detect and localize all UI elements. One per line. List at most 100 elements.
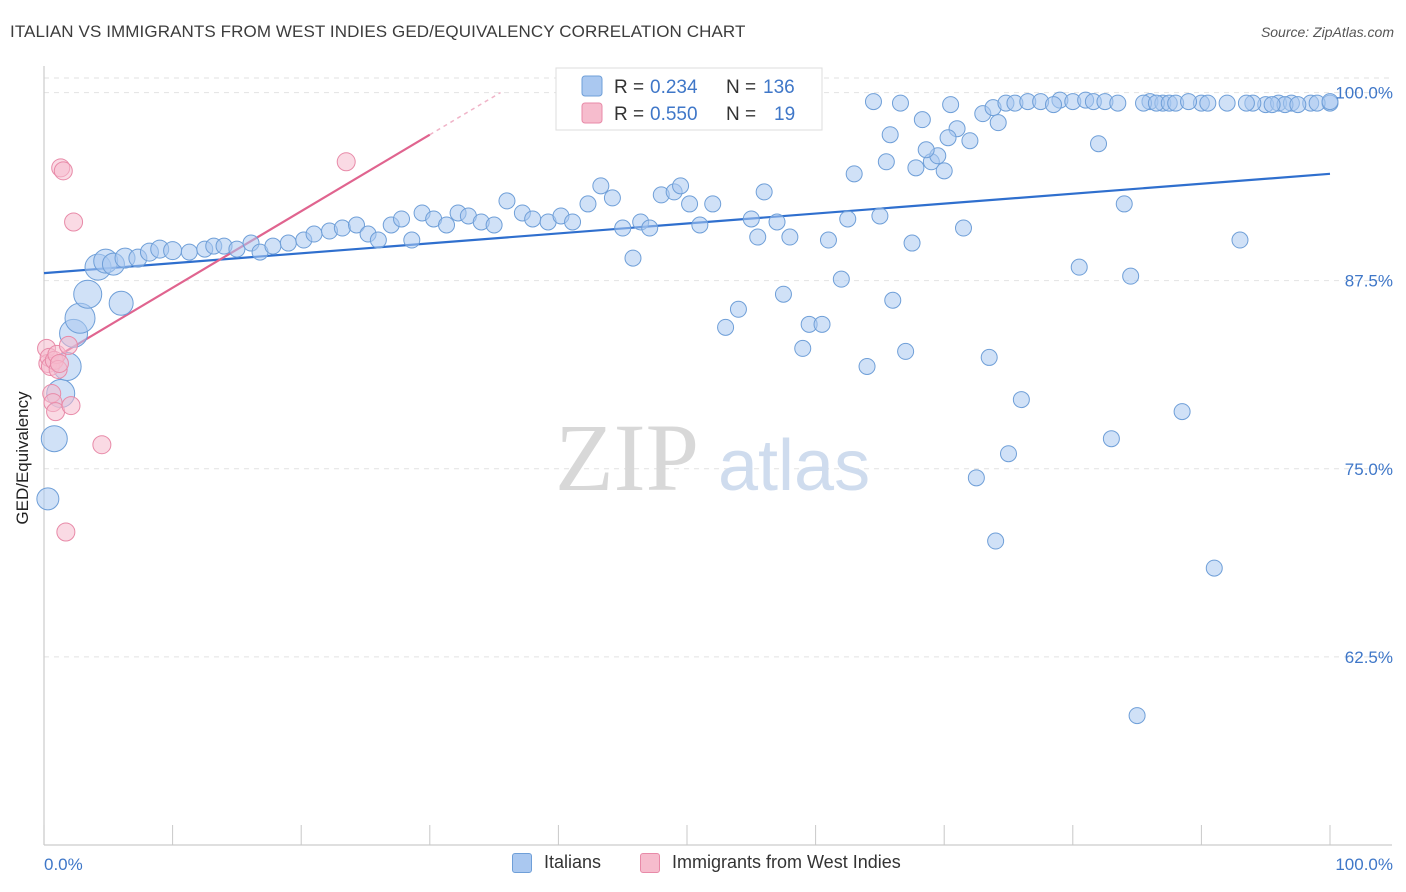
italians-point: [592, 177, 610, 195]
italians-point: [228, 240, 246, 258]
watermark-zip: ZIP: [555, 404, 699, 511]
italians-point: [774, 285, 792, 303]
legend-item-italians[interactable]: Italians: [512, 852, 601, 873]
west-indies-swatch: [640, 852, 660, 873]
west-indies-point: [56, 522, 76, 542]
watermark: ZIP atlas: [555, 404, 870, 511]
italians-point: [813, 315, 831, 333]
italians-point: [1045, 96, 1063, 114]
italians-point: [881, 126, 899, 144]
italians-point: [1070, 258, 1088, 276]
legend-n-label-2: N =: [726, 104, 756, 125]
italians-point: [819, 231, 837, 249]
legend-label-italians: Italians: [544, 852, 602, 872]
west-indies-point: [49, 353, 69, 373]
legend-r-label-2: R =: [614, 104, 644, 125]
italians-point: [40, 425, 68, 453]
italians-point: [961, 132, 979, 150]
legend-r-label-1: R =: [614, 77, 644, 98]
west-indies-point: [92, 435, 112, 455]
y-tick-label: 75.0%: [1345, 460, 1393, 479]
italians-point: [485, 216, 503, 234]
legend-n-value-2: 19: [774, 104, 795, 125]
italians-point: [1231, 231, 1249, 249]
italians-point: [264, 237, 282, 255]
italians-point: [942, 96, 960, 114]
italians-point: [980, 348, 998, 366]
italians-point: [180, 243, 198, 261]
west-indies-point: [53, 161, 73, 181]
italians-point: [1012, 391, 1030, 409]
italians-point: [369, 231, 387, 249]
west-indies-point: [58, 335, 78, 355]
legend-label-west-indies: Immigrants from West Indies: [672, 852, 901, 872]
legend-n-label-1: N =: [726, 77, 756, 98]
italians-point: [913, 111, 931, 129]
italians-point: [1128, 707, 1146, 725]
italians-point: [794, 339, 812, 357]
italians-point: [858, 357, 876, 375]
italians-point: [1321, 93, 1339, 111]
italians-point: [1289, 96, 1307, 114]
italians-point: [498, 192, 516, 210]
west-indies-trend-extension: [429, 91, 501, 136]
italians-point: [832, 270, 850, 288]
y-axis-label: GED/Equivalency: [13, 391, 32, 525]
italians-point: [768, 213, 786, 231]
chart-title: ITALIAN VS IMMIGRANTS FROM WEST INDIES G…: [10, 22, 746, 41]
italians-point: [603, 189, 621, 207]
italians-point: [903, 234, 921, 252]
x-tick-label: 100.0%: [1335, 855, 1393, 874]
legend-swatch-italians: [581, 75, 603, 97]
italians-point: [672, 177, 690, 195]
italians-point: [1237, 94, 1255, 112]
y-tick-label: 87.5%: [1345, 272, 1393, 291]
italians-point: [524, 210, 542, 228]
italians-point: [954, 219, 972, 237]
italians-point: [681, 195, 699, 213]
italians-point: [755, 183, 773, 201]
italians-point: [691, 216, 709, 234]
italians-swatch: [512, 852, 532, 873]
italians-point: [1205, 559, 1223, 577]
x-tick-label: 0.0%: [44, 855, 83, 874]
legend-n-value-1: 136: [763, 77, 795, 98]
west-indies-point: [64, 212, 84, 232]
italians-point: [1263, 96, 1281, 114]
italians-point: [987, 532, 1005, 550]
italians-point: [305, 225, 323, 243]
italians-point: [163, 241, 183, 261]
italians-point: [935, 162, 953, 180]
italians-point: [393, 210, 411, 228]
italians-point: [1180, 93, 1198, 111]
italians-point: [624, 249, 642, 267]
watermark-atlas: atlas: [718, 426, 870, 506]
italians-point: [704, 195, 722, 213]
italians-point: [989, 114, 1007, 132]
legend-box: R = 0.234 N = 136 R = 0.550 N = 19: [555, 67, 823, 131]
italians-point: [907, 159, 925, 177]
italians-point: [36, 487, 60, 511]
italians-point: [1000, 445, 1017, 463]
italians-point: [1122, 267, 1140, 285]
y-tick-label: 62.5%: [1345, 648, 1393, 667]
source-label: Source: ZipAtlas.com: [1260, 24, 1394, 40]
italians-point: [641, 219, 659, 237]
italians-point: [333, 219, 351, 237]
italians-point: [884, 291, 902, 309]
legend-r-value-2: 0.550: [650, 104, 698, 125]
italians-point: [967, 469, 985, 487]
italians-point: [347, 216, 365, 234]
italians-point: [1115, 195, 1133, 213]
legend-item-west-indies[interactable]: Immigrants from West Indies: [640, 852, 901, 873]
legend-r-value-1: 0.234: [650, 77, 698, 98]
italians-point: [877, 153, 895, 171]
italians-point: [717, 318, 735, 336]
west-indies-point: [336, 152, 356, 172]
italians-point: [781, 228, 799, 246]
italians-point: [73, 279, 103, 309]
italians-point: [1173, 403, 1191, 421]
italians-point: [917, 141, 935, 159]
bottom-legend: Italians Immigrants from West Indies: [0, 852, 1406, 878]
y-tick-label: 100.0%: [1335, 84, 1393, 103]
